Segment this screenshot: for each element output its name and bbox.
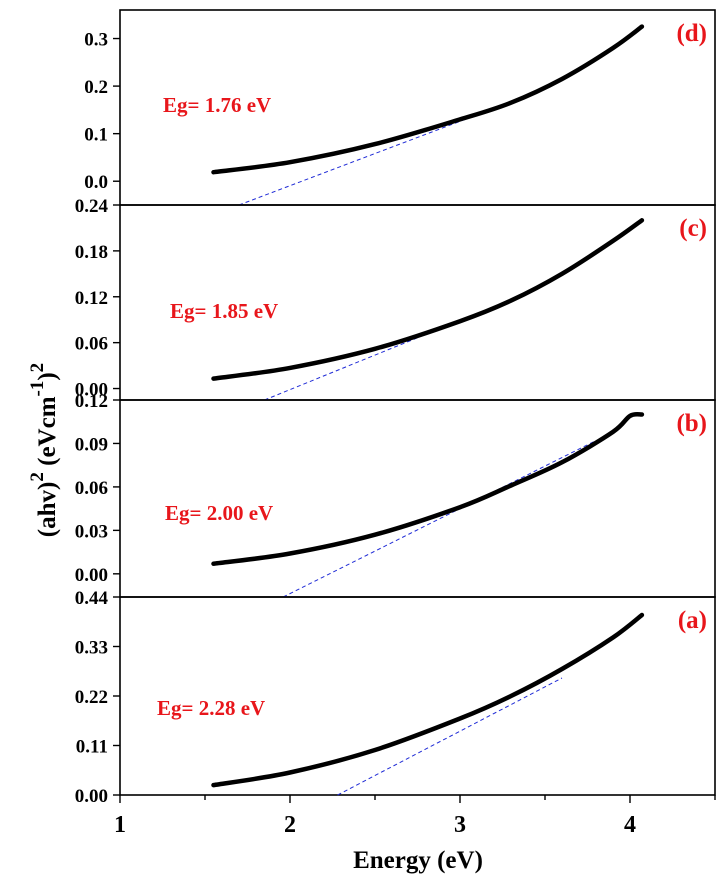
x-tick-label: 2 — [284, 812, 296, 838]
y-tick-label: 0.3 — [84, 30, 108, 51]
y-tick-label: 0.44 — [75, 588, 109, 609]
y-tick-label: 0.00 — [75, 565, 108, 586]
y-tick-label: 0.03 — [75, 521, 108, 542]
panel-label-b: (b) — [676, 410, 707, 437]
y-tick-label: 0.11 — [76, 737, 108, 758]
x-tick-label: 4 — [624, 812, 636, 838]
fit-line-b — [282, 440, 597, 598]
y-tick-label: 0.12 — [75, 288, 108, 309]
panel-label-d: (d) — [676, 20, 707, 47]
fit-line-a — [337, 677, 563, 796]
panel-c: 0.00 0.06 0.12 0.18 0.24 (c) Eg= 1.85 eV — [75, 196, 716, 401]
data-curve-a — [211, 612, 645, 788]
eg-annotation-b: Eg= 2.00 eV — [165, 501, 273, 525]
y-tick-label: 0.18 — [75, 242, 108, 263]
y-tick-label: 0.33 — [75, 638, 108, 659]
y-tick-label: 0.12 — [75, 391, 108, 412]
y-axis-title: (ahv)2 (eVcm-1)2 — [27, 363, 61, 537]
x-tick-label: 1 — [114, 812, 126, 838]
data-curve-c — [211, 218, 645, 381]
y-tick-label: 0.06 — [75, 334, 108, 355]
panel-d: 0.0 0.1 0.2 0.3 (d) Eg= 1.76 eV — [84, 9, 716, 206]
y-tick-label: 0.2 — [84, 77, 108, 98]
data-curve-b — [211, 411, 645, 566]
eg-annotation-a: Eg= 2.28 eV — [157, 696, 265, 720]
y-tick-label: 0.24 — [75, 196, 109, 217]
panels-group: 0.00.10.20.3 (d)Eg= 1.76 eV0.000.060.120.… — [75, 9, 716, 807]
y-tick-label: 0.00 — [75, 380, 108, 401]
eg-annotation-c: Eg= 1.85 eV — [170, 299, 278, 323]
fit-line-d — [238, 95, 529, 206]
x-axis-title: Energy (eV) — [353, 847, 483, 874]
y-tick-label: 0.22 — [75, 687, 108, 708]
x-axis: 1 2 3 4 — [114, 795, 716, 838]
y-tick-label: 0.00 — [75, 786, 108, 807]
panel-label-c: (c) — [679, 215, 707, 242]
panel-a: 0.00 0.11 0.22 0.33 0.44 (a) Eg= 2.28 eV — [75, 588, 716, 807]
y-tick-label: 0.06 — [75, 478, 108, 499]
x-tick-label: 3 — [454, 812, 466, 838]
panel-b: 0.00 0.03 0.06 0.09 0.12 (b) Eg= 2.00 eV — [75, 391, 716, 598]
eg-annotation-d: Eg= 1.76 eV — [163, 93, 271, 117]
y-tick-label: 0.1 — [84, 125, 108, 146]
svg-text:(ahv)2 (eVcm-1)2: (ahv)2 (eVcm-1)2 — [27, 363, 61, 537]
data-curve-d — [211, 24, 645, 175]
panel-frame-b — [119, 399, 716, 598]
y-tick-label: 0.09 — [75, 434, 108, 455]
panel-label-a: (a) — [678, 607, 707, 634]
y-tick-label: 0.0 — [84, 172, 108, 193]
